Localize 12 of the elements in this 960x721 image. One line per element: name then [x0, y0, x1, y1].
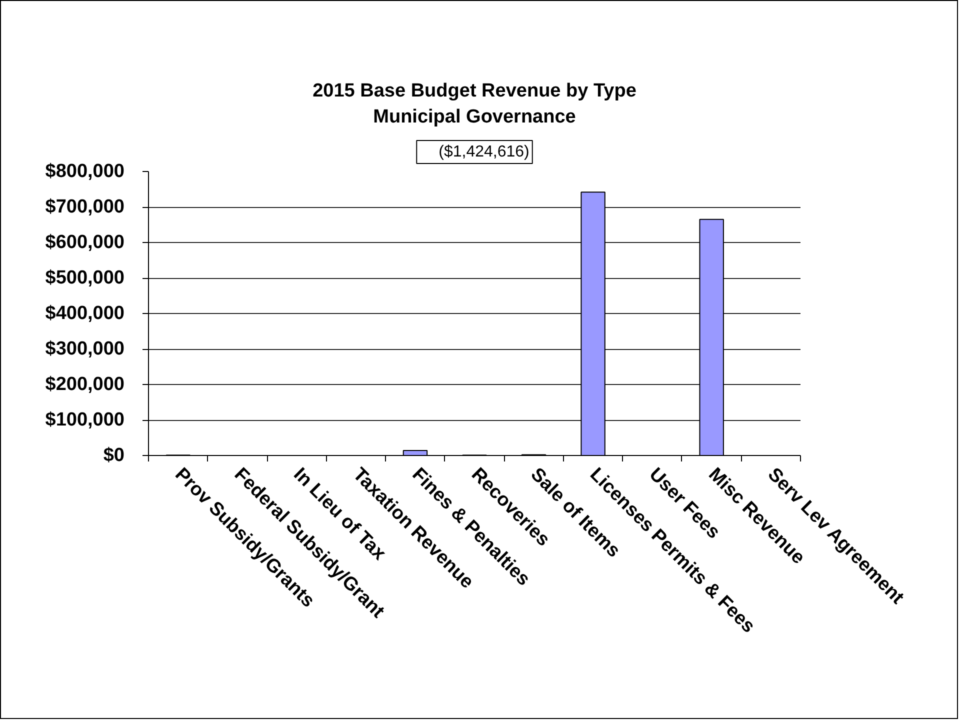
y-tick-label: $700,000 — [45, 196, 125, 218]
y-tick-label: $0 — [103, 445, 125, 466]
y-tick-label: $400,000 — [45, 303, 125, 324]
text: ($1,424,616) — [438, 144, 530, 160]
y-tick-label: $200,000 — [45, 374, 125, 395]
y-tick-label: $800,000 — [45, 161, 125, 182]
chart-title: 2015 Base Budget Revenue by Type — [312, 80, 636, 102]
y-tick-label: $100,000 — [45, 410, 125, 430]
y-tick-label: $500,000 — [45, 268, 125, 288]
chart-subtitle: Municipal Governance — [373, 106, 576, 128]
y-tick-label: $300,000 — [45, 338, 125, 360]
y-tick-label: $600,000 — [45, 232, 125, 253]
